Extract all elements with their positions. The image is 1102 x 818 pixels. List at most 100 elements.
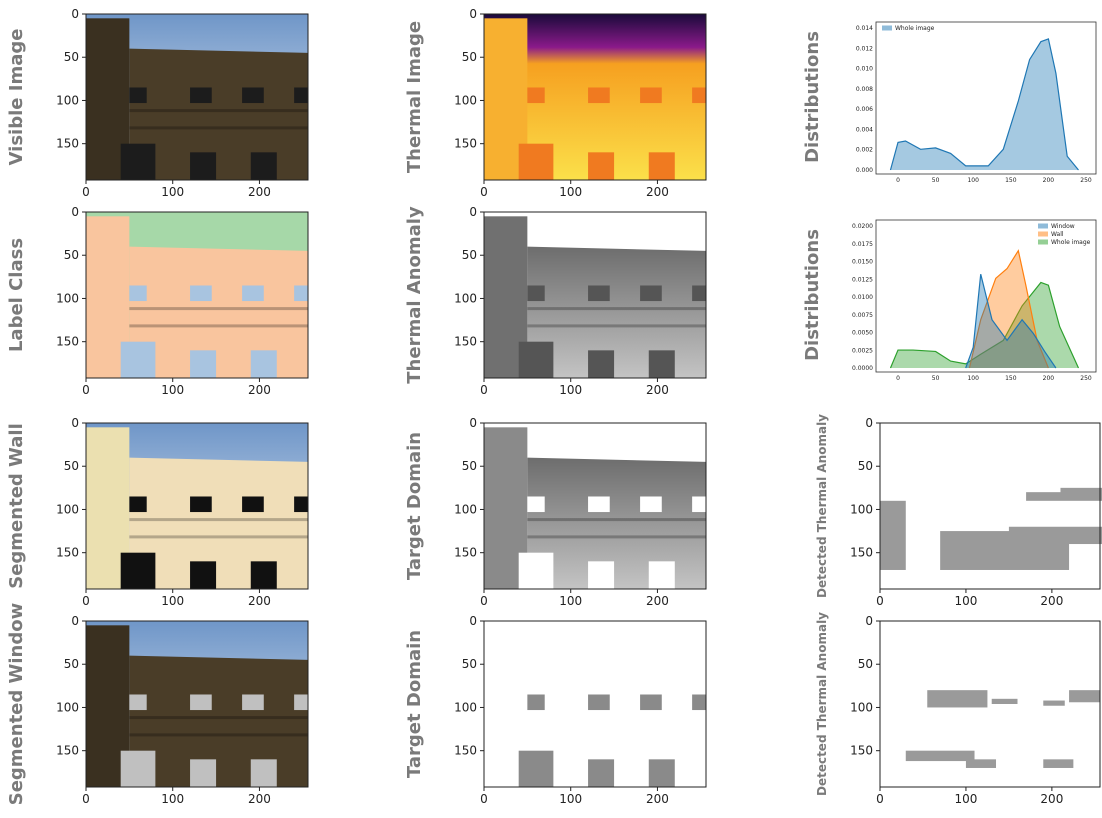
x-tick-label: 0 — [82, 383, 90, 397]
x-tick-label: 0 — [82, 594, 90, 608]
window — [692, 694, 706, 710]
x-tick-label: 150 — [1005, 375, 1017, 382]
y-tick-label: 50 — [462, 459, 477, 473]
window — [190, 350, 216, 378]
window — [121, 144, 156, 180]
y-tick-label: 100 — [850, 700, 873, 714]
y-axis-label: Thermal Image — [404, 21, 425, 173]
window — [242, 694, 264, 710]
window — [251, 350, 277, 378]
window — [242, 285, 264, 301]
y-tick-label: 50 — [858, 657, 873, 671]
y-axis-label: Segmented Wall — [6, 423, 27, 589]
panel: Detected Thermal Anomaly0501001500100200 — [815, 414, 1102, 608]
y-tick-label: 0.014 — [856, 25, 873, 32]
legend-swatch — [1038, 240, 1048, 245]
window — [588, 285, 610, 301]
window — [640, 496, 662, 512]
x-tick-label: 100 — [161, 792, 184, 806]
x-tick-label: 100 — [161, 594, 184, 608]
y-tick-label: 50 — [64, 657, 79, 671]
y-tick-label: 0.0025 — [852, 347, 873, 354]
x-tick-label: 200 — [248, 594, 271, 608]
window — [519, 144, 554, 180]
anomaly-patch — [880, 501, 906, 570]
window — [640, 285, 662, 301]
anomaly-patch — [1043, 759, 1073, 768]
y-tick-label: 0 — [469, 205, 477, 219]
anomaly-patch — [927, 690, 987, 707]
window — [190, 496, 212, 512]
x-tick-label: 0 — [480, 792, 488, 806]
y-tick-label: 0.008 — [856, 86, 873, 93]
window — [129, 694, 146, 710]
building — [129, 458, 308, 589]
ledge — [129, 126, 308, 129]
y-tick-label: 0.0200 — [852, 223, 873, 230]
y-tick-label: 0.012 — [856, 45, 873, 52]
legend-swatch — [1038, 232, 1048, 237]
x-tick-label: 0 — [480, 383, 488, 397]
x-tick-label: 200 — [646, 594, 669, 608]
window — [649, 759, 675, 787]
y-tick-label: 0 — [865, 416, 873, 430]
y-tick-label: 100 — [454, 502, 477, 516]
y-axis-label: Target Domain — [404, 630, 425, 778]
x-tick-label: 200 — [646, 383, 669, 397]
anomaly-patch — [906, 751, 975, 761]
y-axis-label: Distributions — [802, 31, 823, 163]
figure: Visible Image0501001500100200Thermal Ima… — [0, 0, 1102, 814]
y-axis-label: Detected Thermal Anomaly — [815, 414, 829, 598]
y-tick-label: 0.004 — [856, 126, 873, 133]
x-tick-label: 100 — [559, 594, 582, 608]
window — [519, 342, 554, 378]
y-axis-label: Target Domain — [404, 432, 425, 580]
x-tick-label: 100 — [161, 185, 184, 199]
window — [294, 496, 308, 512]
y-axis-label: Distributions — [802, 229, 823, 361]
x-tick-label: 200 — [248, 792, 271, 806]
y-tick-label: 100 — [454, 93, 477, 107]
y-tick-label: 50 — [462, 248, 477, 262]
window — [519, 751, 554, 787]
y-tick-label: 0.0175 — [852, 241, 873, 248]
legend-swatch — [1038, 224, 1048, 229]
panel: Thermal Anomaly0501001500100200 — [404, 205, 706, 397]
y-tick-label: 0.010 — [856, 66, 873, 73]
y-tick-label: 0 — [469, 7, 477, 21]
window — [251, 759, 277, 787]
window — [190, 759, 216, 787]
anomaly-patch — [992, 699, 1018, 704]
y-tick-label: 100 — [454, 700, 477, 714]
building — [129, 247, 308, 378]
x-tick-label: 0 — [876, 594, 884, 608]
x-tick-label: 100 — [954, 594, 977, 608]
y-tick-label: 0.0050 — [852, 330, 873, 337]
y-tick-label: 150 — [56, 335, 79, 349]
window — [640, 694, 662, 710]
window — [588, 759, 614, 787]
y-tick-label: 100 — [56, 291, 79, 305]
x-tick-label: 0 — [876, 792, 884, 806]
ledge — [527, 535, 706, 538]
x-tick-label: 100 — [559, 383, 582, 397]
y-tick-label: 0 — [469, 614, 477, 628]
window — [190, 561, 216, 589]
window — [190, 87, 212, 103]
x-tick-label: 200 — [1043, 375, 1055, 382]
window — [640, 87, 662, 103]
window — [251, 152, 277, 180]
window — [588, 694, 610, 710]
y-tick-label: 0 — [71, 614, 79, 628]
anomaly-patch — [1069, 690, 1100, 702]
x-tick-label: 50 — [932, 375, 940, 382]
window — [190, 285, 212, 301]
x-tick-label: 200 — [1040, 594, 1063, 608]
ledge — [129, 733, 308, 736]
x-tick-label: 200 — [646, 185, 669, 199]
x-tick-label: 200 — [1040, 792, 1063, 806]
panel: Distributions0.00000.00250.00500.00750.0… — [802, 220, 1096, 382]
window — [294, 87, 308, 103]
window — [129, 285, 146, 301]
